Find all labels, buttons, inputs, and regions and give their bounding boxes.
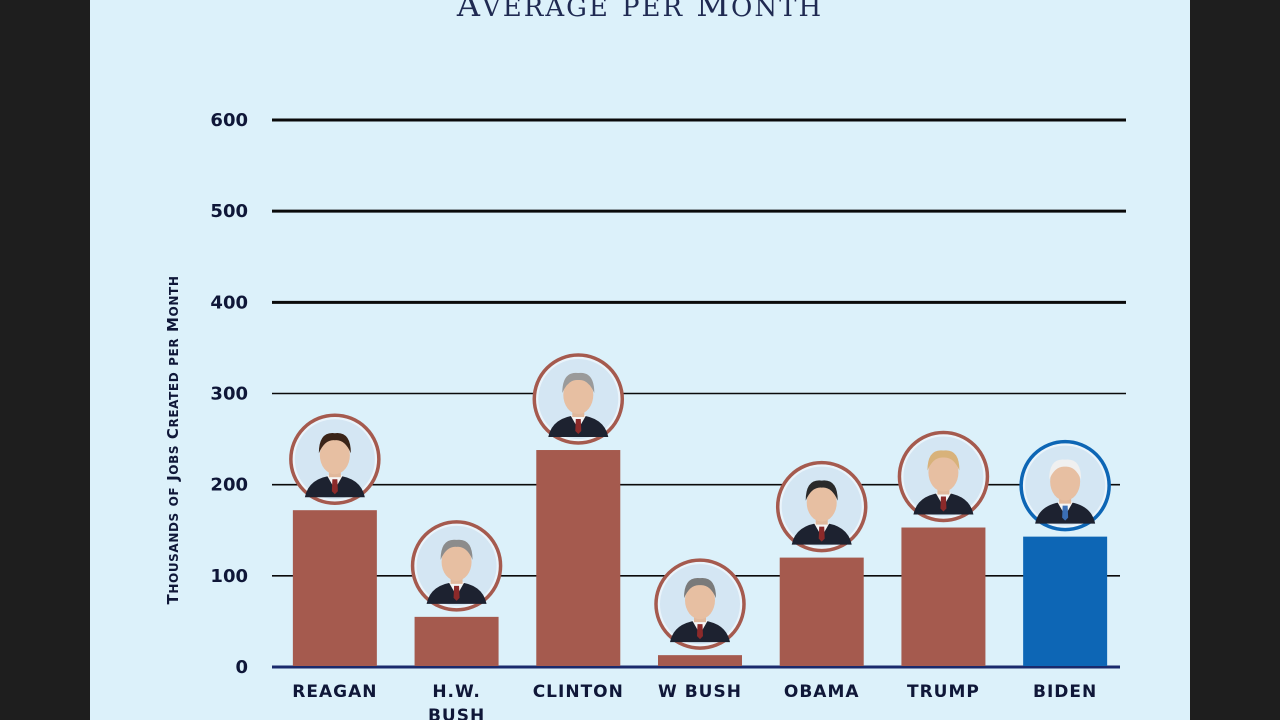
portrait-face bbox=[1050, 462, 1081, 501]
left-letterbox bbox=[0, 0, 90, 720]
bar bbox=[292, 510, 377, 666]
portrait-hair bbox=[562, 372, 595, 394]
portrait-tie bbox=[697, 624, 703, 640]
category-label: TRUMP bbox=[907, 682, 980, 702]
portrait-tie bbox=[331, 479, 338, 495]
portrait-icon bbox=[289, 413, 381, 505]
category-label: CLINTON bbox=[533, 682, 624, 702]
portrait-icon bbox=[654, 558, 746, 650]
chart-title: AVERAGE PER MONTH bbox=[456, 0, 823, 24]
y-tick-labels: 0 100 200 300 400 500 600 bbox=[210, 110, 248, 678]
portrait-icon bbox=[410, 520, 503, 612]
portrait-tie bbox=[818, 526, 825, 542]
y-tick-label: 200 bbox=[210, 475, 248, 496]
y-tick-label: 500 bbox=[210, 201, 248, 222]
bar bbox=[536, 450, 621, 666]
portrait-hair bbox=[805, 480, 838, 501]
portrait-hair bbox=[684, 577, 716, 599]
right-letterbox bbox=[1190, 0, 1280, 720]
portrait-face bbox=[806, 483, 837, 522]
y-tick-label: 0 bbox=[235, 657, 248, 678]
portrait-face bbox=[441, 542, 472, 581]
category-label: BUSH bbox=[428, 706, 485, 720]
portrait-tie bbox=[940, 496, 947, 512]
portrait-hair bbox=[318, 433, 351, 454]
y-tick-label: 300 bbox=[210, 384, 248, 405]
portrait-hair bbox=[927, 450, 960, 471]
portrait-tie bbox=[453, 585, 460, 601]
bar bbox=[658, 655, 742, 666]
portrait-icon bbox=[775, 460, 868, 553]
portraits bbox=[289, 353, 1111, 650]
portrait-tie bbox=[575, 419, 582, 435]
category-label: OBAMA bbox=[784, 682, 860, 702]
portrait-icon bbox=[532, 353, 625, 445]
chart-panel: AVERAGE PER MONTH THOUSANDS OF JOBS CREA… bbox=[90, 0, 1190, 720]
portrait-face bbox=[319, 436, 350, 475]
category-label: H.W. bbox=[432, 682, 481, 702]
bar bbox=[901, 527, 986, 666]
portrait-tie bbox=[1062, 505, 1069, 521]
category-labels: REAGAN H.W. BUSH CLINTON W BUSH OBAMA TRUMP BID… bbox=[292, 682, 1097, 720]
y-axis-label: THOUSANDS OF JOBS CREATED PER MONTH bbox=[164, 276, 182, 605]
y-tick-label: 600 bbox=[210, 110, 248, 131]
portrait-hair bbox=[1049, 459, 1082, 480]
bar-chart: AVERAGE PER MONTH THOUSANDS OF JOBS CREA… bbox=[164, 0, 1126, 720]
portrait-icon bbox=[1019, 439, 1111, 532]
y-tick-label: 100 bbox=[210, 566, 248, 587]
portrait-face bbox=[685, 581, 715, 620]
bars bbox=[292, 450, 1108, 666]
portrait-icon bbox=[897, 430, 990, 523]
bar bbox=[1023, 536, 1108, 666]
portrait-hair bbox=[440, 539, 473, 560]
portrait-face bbox=[928, 453, 959, 492]
category-label: BIDEN bbox=[1033, 682, 1097, 702]
category-label: W BUSH bbox=[658, 682, 742, 702]
y-tick-label: 400 bbox=[210, 292, 248, 313]
portrait-face bbox=[563, 376, 594, 415]
category-label: REAGAN bbox=[292, 682, 377, 702]
bar bbox=[414, 616, 499, 666]
bar bbox=[779, 557, 864, 666]
